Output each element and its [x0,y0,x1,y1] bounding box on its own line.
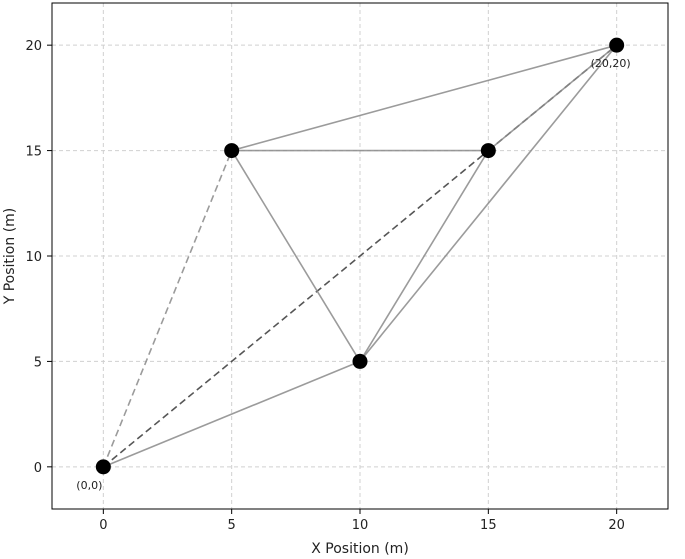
edge-line [359,150,490,362]
edge-line [102,150,233,468]
node-point-label: (0,0) [76,479,102,492]
edge-line [359,44,618,362]
y-tick-label: 0 [34,461,42,476]
node-point [609,37,625,53]
y-tick-label: 10 [25,250,42,265]
node-point [224,143,240,159]
edge-line [102,149,489,468]
edge-line [487,44,618,152]
edge-line [230,150,361,362]
x-tick-label: 10 [352,518,369,533]
x-tick-label: 15 [480,518,497,533]
y-tick-label: 5 [34,355,42,370]
x-axis-label: X Position (m) [311,541,409,557]
node-point [352,353,368,369]
x-tick-label: 5 [228,518,236,533]
node-point [480,143,496,159]
y-tick-label: 20 [25,39,42,54]
y-axis-label: Y Position (m) [2,208,18,306]
node-point-label: (20,20) [591,57,631,70]
point-label-layer: (0,0) (20,20) [76,57,630,492]
x-tick-label: 20 [608,518,625,533]
edge-line [103,360,361,468]
tick-layer: 0 5 10 15 20 0 5 10 15 20 [25,39,624,533]
node-point [95,459,111,475]
point-layer [95,37,625,475]
y-tick-label: 15 [25,145,42,160]
edge-line [231,44,617,152]
edge-layer [102,44,618,468]
x-tick-label: 0 [99,518,107,533]
